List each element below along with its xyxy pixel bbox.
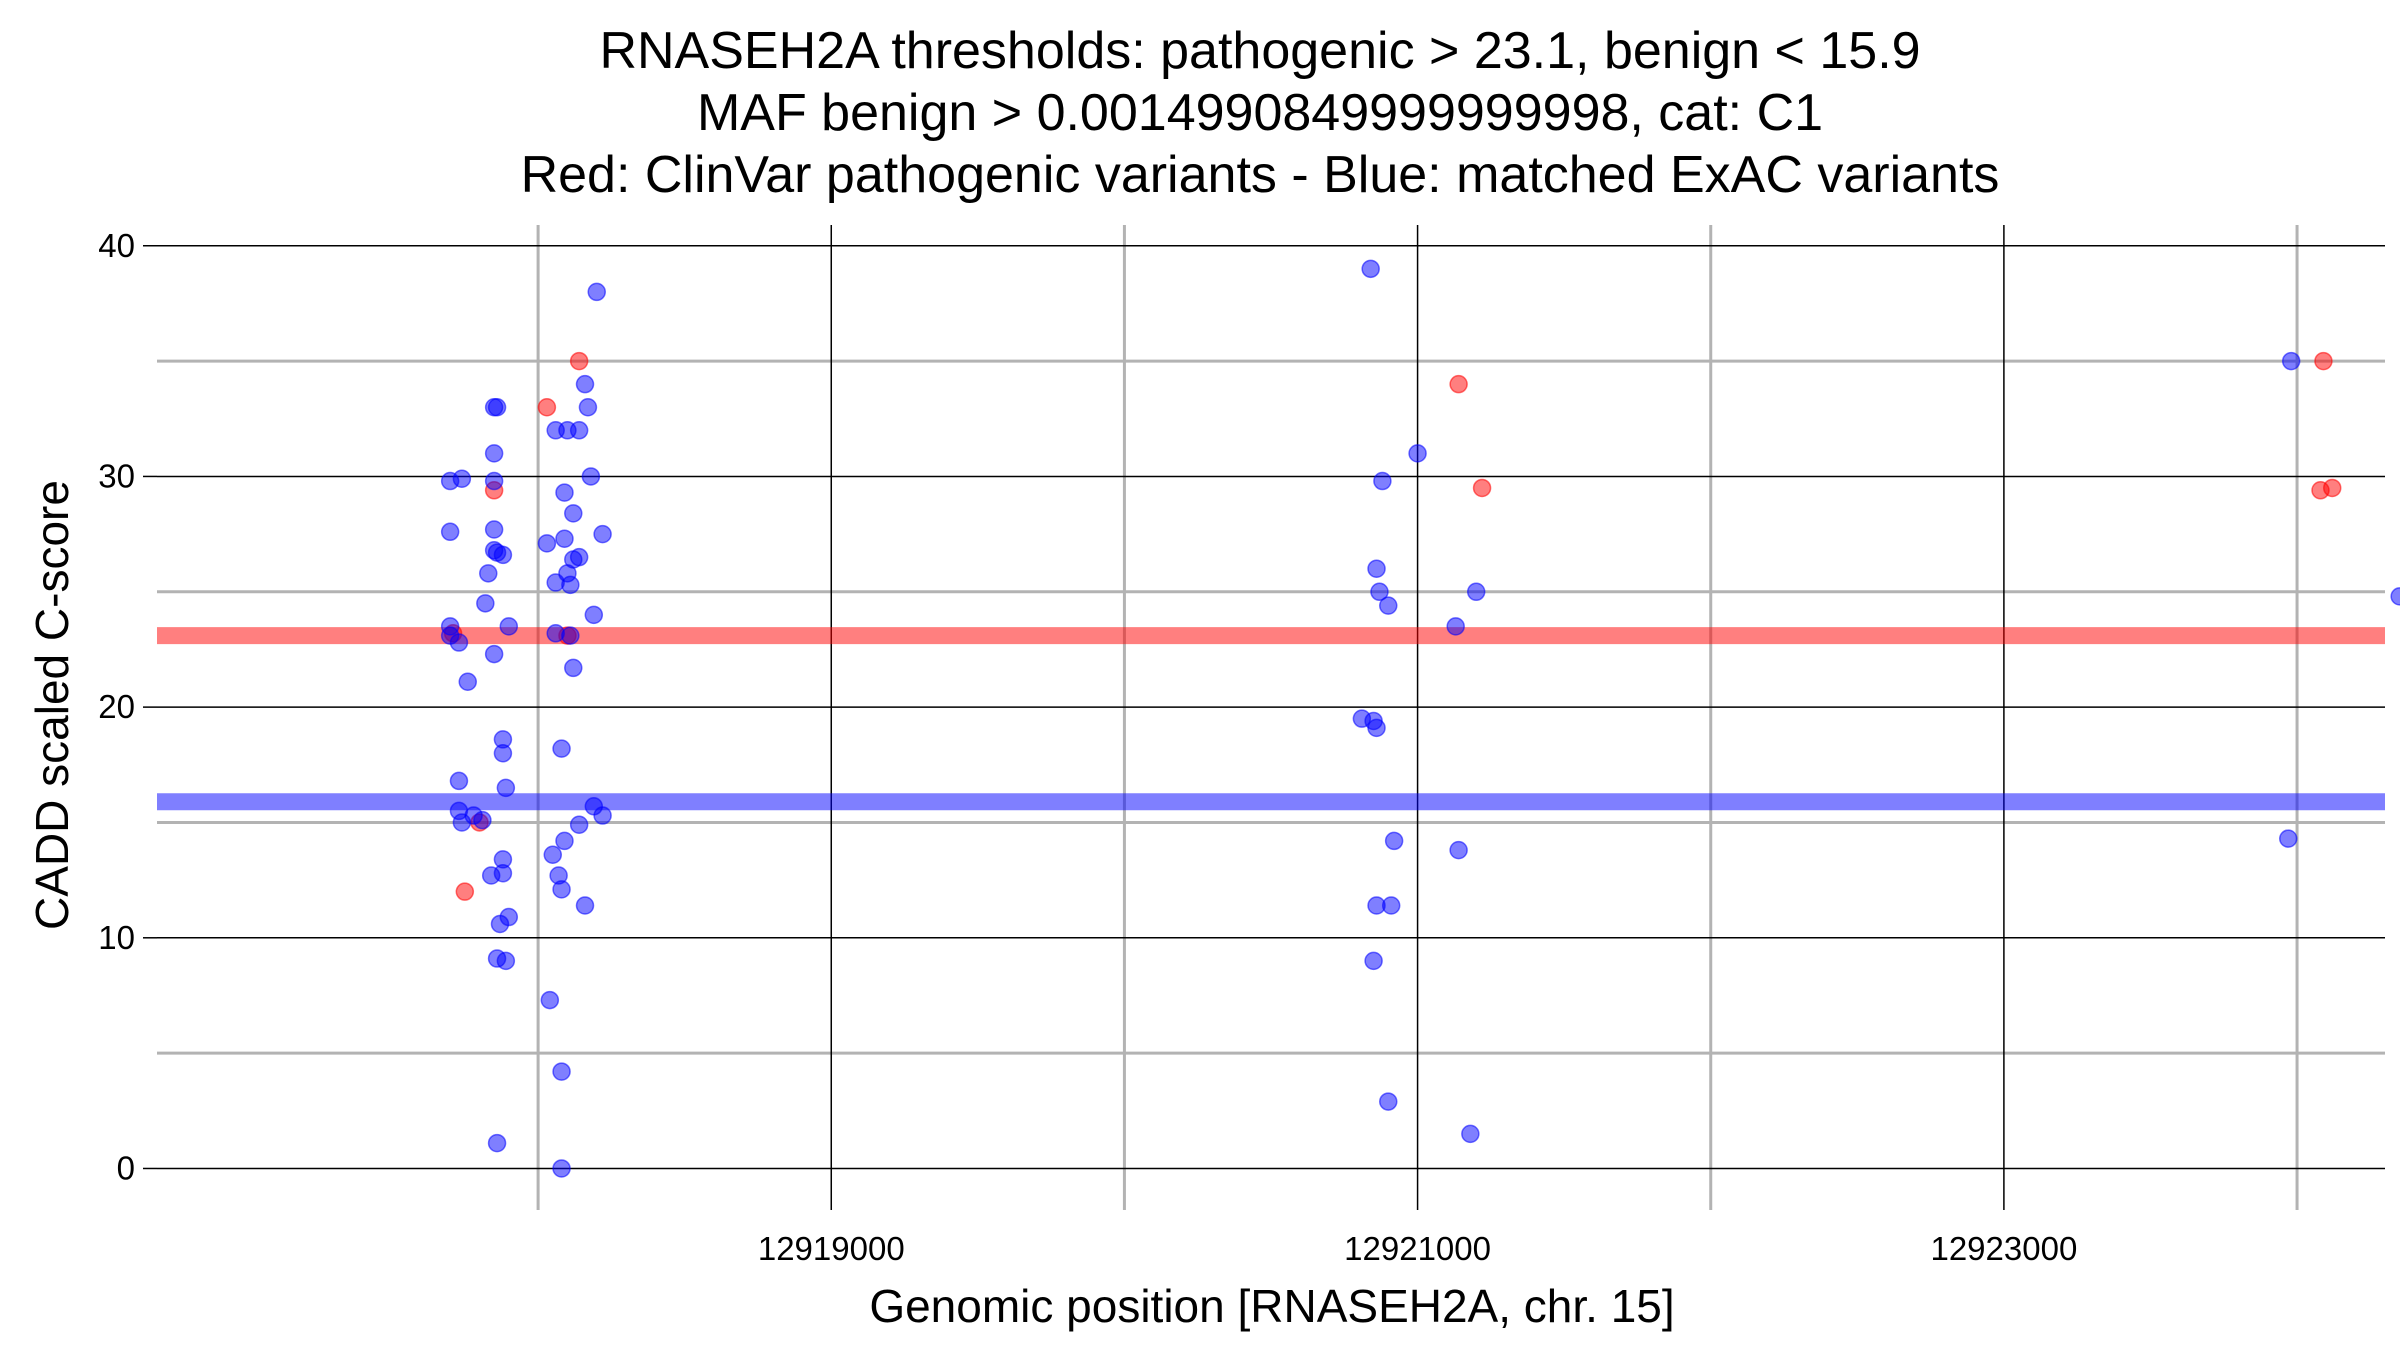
chart-title: RNASEH2A thresholds: pathogenic > 23.1, … [521, 22, 2000, 204]
y-tick-label: 0 [117, 1149, 135, 1186]
data-point [1461, 1124, 1480, 1144]
data-point [452, 813, 472, 832]
data-point [569, 547, 589, 567]
data-point [552, 739, 571, 758]
chart-title-line-3: Red: ClinVar pathogenic variants - Blue:… [521, 146, 2000, 204]
data-point [1381, 896, 1401, 915]
data-point [1446, 617, 1465, 636]
data-point [440, 522, 460, 542]
y-axis-ticks: 0 10 20 30 40 [98, 227, 157, 1186]
data-point [1370, 582, 1389, 602]
x-tick-label: 12923000 [1930, 1230, 2077, 1267]
data-point [1408, 444, 1427, 463]
data-point [493, 744, 513, 763]
x-axis-ticks: 12919000 12921000 12923000 [758, 1230, 2077, 1267]
data-point [593, 806, 612, 825]
data-point [540, 990, 560, 1010]
data-point [564, 504, 583, 523]
data-point [1384, 831, 1404, 851]
data-point [1379, 1092, 1398, 1111]
data-point [452, 469, 472, 488]
data-point [1373, 471, 1392, 491]
major-gridlines [157, 225, 2385, 1210]
data-point [484, 471, 504, 491]
data-point [2279, 829, 2298, 848]
data-point [561, 626, 580, 645]
data-point [584, 605, 604, 625]
data-point [1449, 840, 1468, 860]
y-tick-label: 10 [98, 919, 135, 956]
data-point [1361, 259, 1380, 279]
data-point [1472, 478, 1492, 498]
data-point [543, 845, 563, 865]
data-point [569, 351, 589, 371]
data-point [593, 524, 612, 544]
data-point [484, 644, 504, 664]
data-point [484, 520, 504, 539]
data-point [1367, 559, 1386, 578]
data-point [552, 1062, 571, 1081]
data-point [578, 397, 598, 417]
data-point [449, 633, 469, 652]
data-point [569, 815, 589, 835]
data-point [564, 658, 583, 678]
chart-title-line-1: RNASEH2A thresholds: pathogenic > 23.1, … [599, 22, 1920, 80]
data-point [575, 896, 595, 915]
data-point [449, 771, 469, 791]
data-point [2281, 351, 2301, 371]
data-points [440, 259, 2400, 1178]
data-point [487, 1133, 507, 1153]
data-point [484, 444, 504, 463]
minor-gridlines [157, 225, 2385, 1210]
data-point [555, 483, 574, 502]
y-axis-title: CADD scaled C-score [26, 480, 78, 930]
data-point [552, 1159, 571, 1178]
y-tick-label: 20 [98, 688, 135, 725]
threshold-lines [157, 627, 2385, 811]
data-point [484, 397, 504, 417]
data-point [487, 949, 507, 968]
data-point [1364, 951, 1383, 971]
data-point [546, 573, 565, 592]
data-point [499, 617, 519, 636]
data-point [537, 397, 557, 417]
x-tick-label: 12921000 [1344, 1230, 1491, 1267]
data-point [493, 545, 513, 565]
data-point [552, 880, 571, 899]
data-point [575, 374, 595, 394]
data-point [555, 831, 574, 851]
data-point [537, 534, 557, 553]
data-point [1466, 582, 1486, 602]
data-point [587, 282, 606, 302]
data-point [1379, 596, 1398, 615]
data-point [555, 529, 574, 548]
data-point [581, 467, 601, 486]
data-point [499, 907, 519, 927]
data-point [2314, 351, 2333, 371]
data-point [473, 810, 492, 830]
data-point [496, 778, 516, 798]
data-point [2322, 478, 2342, 498]
data-point [1449, 374, 1468, 394]
x-axis-title: Genomic position [RNASEH2A, chr. 15] [869, 1280, 1674, 1332]
y-tick-label: 30 [98, 457, 135, 494]
data-point [493, 863, 513, 883]
data-point [558, 421, 577, 440]
data-point [479, 564, 498, 583]
y-tick-label: 40 [98, 227, 135, 264]
chart-title-line-2: MAF benign > 0.0014990849999999998, cat:… [697, 84, 1823, 142]
data-point [458, 672, 477, 691]
data-point [455, 882, 475, 901]
data-point [476, 594, 495, 613]
data-point [1367, 718, 1386, 738]
data-point [2390, 587, 2400, 606]
x-tick-label: 12919000 [758, 1230, 905, 1267]
